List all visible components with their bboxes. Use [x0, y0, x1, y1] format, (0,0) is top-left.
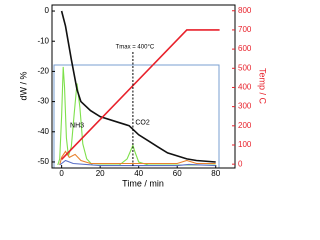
x-tick-label: 40 — [134, 169, 143, 178]
x-tick-label: 0 — [59, 169, 64, 178]
annotation: Tmax = 400°C — [116, 45, 155, 51]
y-tick-label: -10 — [37, 36, 49, 45]
y2-tick-label: 600 — [238, 44, 252, 53]
y-tick-label: -50 — [37, 157, 49, 166]
y-tick-label: -40 — [37, 127, 49, 136]
y2-tick-label: 300 — [238, 102, 252, 111]
y2-axis-label: Temp / C — [258, 68, 268, 105]
y-axis-label: dW / % — [18, 71, 28, 100]
inset-box — [53, 64, 220, 169]
series-line — [59, 150, 216, 166]
y2-tick-label: 800 — [238, 6, 252, 15]
y2-tick-label: 0 — [238, 159, 243, 168]
series-line — [60, 10, 216, 163]
x-axis-label: Time / min — [122, 178, 164, 188]
plot-frame — [51, 4, 236, 169]
x-tick-label: 20 — [96, 169, 105, 178]
series-line — [61, 29, 220, 160]
series-line — [57, 66, 216, 166]
annotation: NH3 — [70, 123, 84, 130]
x-tick-label: 80 — [211, 169, 220, 178]
y-tick-label: -20 — [37, 67, 49, 76]
y2-tick-label: 100 — [238, 140, 252, 149]
series-line — [59, 159, 216, 167]
y2-tick-label: 200 — [238, 121, 252, 130]
annotation: CO2 — [135, 120, 150, 127]
x-tick-label: 60 — [173, 169, 182, 178]
y2-tick-label: 700 — [238, 25, 252, 34]
y2-tick-label: 500 — [238, 63, 252, 72]
y-tick-label: -30 — [37, 97, 49, 106]
chart: Time / min dW / % Temp / C 0 20 40 60 800-10… — [18, 4, 268, 188]
y2-tick-label: 400 — [238, 83, 252, 92]
y-tick-label: 0 — [45, 6, 50, 15]
